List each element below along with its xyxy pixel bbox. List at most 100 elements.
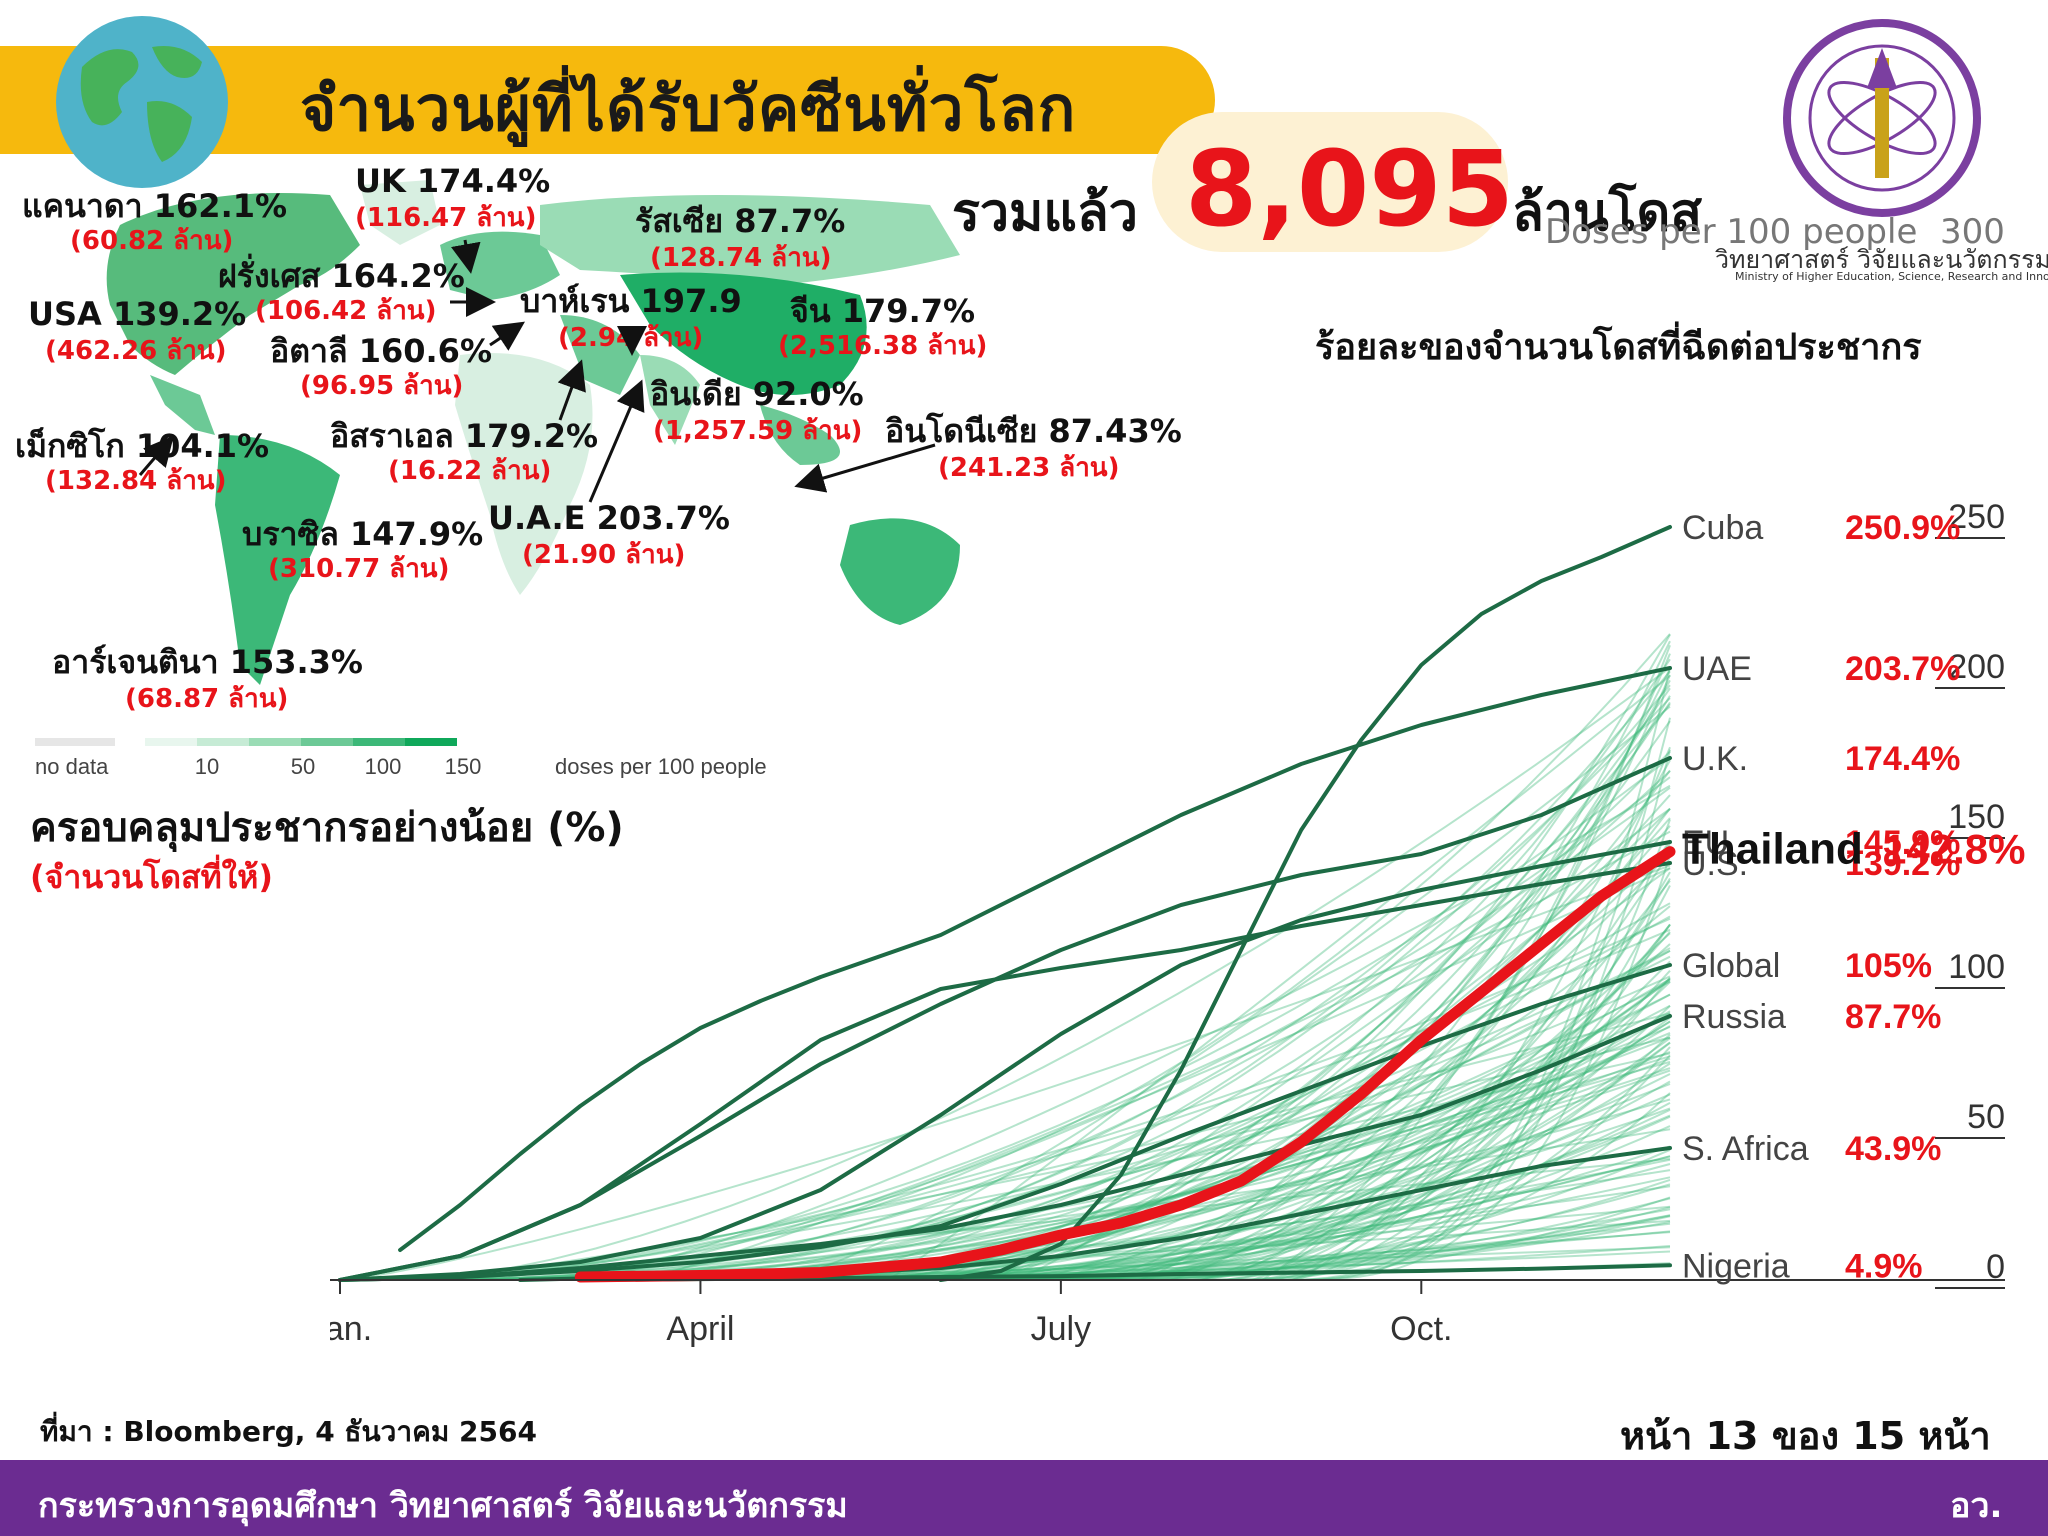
legend-unit: doses per 100 people — [555, 754, 767, 778]
series-value-label: 4.9% — [1845, 1247, 1923, 1285]
background-country-line — [1212, 877, 1671, 1281]
series-name-label: Russia — [1682, 998, 1786, 1036]
background-country-line — [1291, 854, 1671, 1281]
background-country-line — [1261, 932, 1671, 1281]
background-country-lines — [340, 633, 1671, 1281]
legend-swatch — [405, 738, 457, 746]
background-country-line — [1264, 871, 1671, 1281]
chart-top-axis-label: Doses per 100 people — [1545, 212, 1918, 252]
background-country-line — [1064, 668, 1671, 1281]
background-country-line — [1067, 1221, 1671, 1281]
total-pill — [1152, 112, 1508, 252]
australia-shape — [840, 518, 960, 625]
background-country-line — [1193, 1042, 1671, 1281]
africa-shape — [455, 353, 593, 595]
series-value-label: 250.9% — [1845, 509, 1960, 547]
y-tick-label: 150 — [1948, 798, 2005, 836]
background-country-line — [887, 674, 1671, 1281]
background-country-line — [346, 1031, 1671, 1281]
background-country-line — [994, 807, 1671, 1281]
greenland-shape — [360, 180, 440, 245]
page-title: จำนวนผู้ที่ได้รับวัคซีนทั่วโลก — [300, 72, 1077, 145]
background-country-line — [1035, 885, 1671, 1281]
series-value-label: 142.8% — [1883, 826, 2025, 873]
series-value-label: 145.9% — [1845, 824, 1960, 862]
background-country-line — [1036, 1057, 1671, 1281]
central-america-shape — [150, 375, 215, 435]
series-name-label: Global — [1682, 947, 1780, 985]
background-country-line — [348, 776, 1671, 1281]
series-line-global — [338, 963, 1672, 1282]
map-label-france: ฝรั่งเศส 164.2% — [218, 257, 465, 295]
background-country-line — [554, 1012, 1671, 1281]
map-label-bahrain: บาห์เรน 197.9 — [520, 282, 742, 320]
world-map — [106, 180, 960, 685]
legend-swatch — [249, 738, 301, 746]
legend-tick: 10 — [195, 754, 219, 778]
legend-tick: 100 — [365, 754, 402, 778]
map-label-uae: U.A.E 203.7% — [488, 499, 730, 537]
series-line-u-s- — [338, 861, 1672, 1282]
y-tick-label: 50 — [1967, 1098, 2005, 1136]
series-name-label: U.K. — [1682, 740, 1748, 778]
series-labels: Cuba 250.9% UAE 203.7% U.K. 174.4% EU 145.9% U.S… — [1682, 509, 2025, 1285]
arrow-mexico — [138, 435, 174, 476]
background-country-line — [1287, 976, 1671, 1281]
source-note: ที่มา : Bloomberg, 4 ธันวาคม 2564 — [40, 1415, 537, 1448]
series-name-label: UAE — [1682, 650, 1752, 688]
map-doses-china: (2,516.38 ล้าน) — [778, 331, 988, 361]
ministry-name-th: วิทยาศาสตร์ วิจัยและนวัตกรรม — [1715, 245, 2048, 274]
legend-swatch-nodata — [35, 738, 115, 746]
coverage-title: ครอบคลุมประชากรอย่างน้อย (%) — [30, 805, 624, 851]
series-name-label: EU — [1682, 824, 1729, 862]
page-number: หน้า 13 ของ 15 หน้า — [1620, 1414, 1991, 1458]
map-doses-india: (1,257.59 ล้าน) — [653, 416, 863, 446]
map-doses-uae: (21.90 ล้าน) — [522, 540, 686, 570]
footer-ministry: กระทรวงการอุดมศึกษา วิทยาศาสตร์ วิจัยและ… — [38, 1486, 848, 1526]
map-label-argentina: อาร์เจนตินา 153.3% — [52, 643, 363, 681]
footer-bar — [0, 1460, 2048, 1536]
arrow-uk — [451, 239, 481, 274]
india-shape — [640, 355, 700, 445]
background-country-line — [1291, 839, 1671, 1281]
background-country-line — [1138, 1155, 1671, 1281]
asia-shape — [620, 272, 867, 395]
map-doses-canada: (60.82 ล้าน) — [70, 226, 234, 256]
chart-subtitle: ร้อยละของจำนวนโดสที่ฉีดต่อประชากร — [1315, 327, 1922, 368]
series-value-label: 105% — [1845, 947, 1932, 985]
series-value-label: 87.7% — [1845, 998, 1941, 1036]
vaccination-line-chart: Jan. April July Oct. 0 50 100 150 200 250 Cuba 250… — [330, 498, 2025, 1348]
map-label-indonesia: อินโดนีเซีย 87.43% — [885, 412, 1182, 450]
north-america-shape — [106, 193, 361, 375]
background-country-line — [902, 1178, 1671, 1281]
background-country-line — [1205, 1196, 1671, 1281]
x-tick-label: July — [1031, 1310, 1091, 1348]
background-country-line — [426, 928, 1671, 1281]
series-name-label: Thailand — [1682, 825, 1863, 874]
background-country-line — [967, 1176, 1671, 1281]
background-country-line — [1296, 717, 1671, 1281]
series-line-russia — [338, 1014, 1672, 1282]
background-country-line — [1096, 674, 1671, 1281]
map-doses-russia: (128.74 ล้าน) — [650, 243, 832, 273]
legend-swatch — [197, 738, 249, 746]
legend-swatch — [301, 738, 353, 746]
background-country-line — [974, 703, 1671, 1281]
legend-swatches — [145, 738, 457, 746]
y-tick-label: 100 — [1948, 948, 2005, 986]
background-country-line — [422, 1128, 1671, 1281]
map-label-china: จีน 179.7% — [790, 292, 976, 330]
series-line-eu — [338, 840, 1672, 1282]
map-label-russia: รัสเซีย 87.7% — [635, 202, 846, 240]
map-label-mexico: เม็กซิโก 104.1% — [15, 427, 270, 465]
series-line-cuba — [938, 525, 1672, 1282]
map-doses-mexico: (132.84 ล้าน) — [45, 466, 227, 496]
y-tick-label: 0 — [1986, 1248, 2005, 1286]
background-country-line — [1270, 666, 1671, 1281]
map-label-usa: USA 139.2% — [28, 295, 247, 333]
map-doses-uk: (116.47 ล้าน) — [355, 203, 537, 233]
background-country-line — [637, 867, 1671, 1281]
series-name-label: S. Africa — [1682, 1130, 1809, 1168]
total-suffix: ล้านโดส — [1512, 183, 1703, 243]
map-label-india: อินเดีย 92.0% — [650, 375, 864, 413]
